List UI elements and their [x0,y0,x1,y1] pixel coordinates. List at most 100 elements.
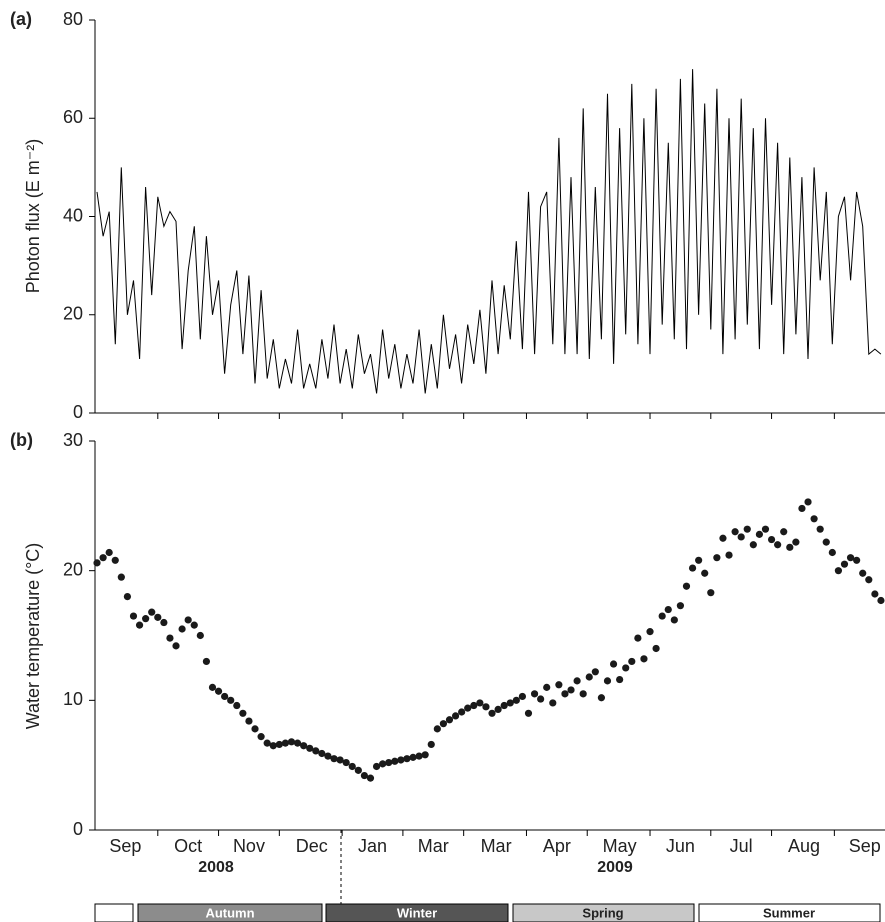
season-label: Autumn [205,905,254,920]
data-point [190,621,198,629]
data-point [470,701,478,710]
data-point [622,664,630,672]
x-tick-label: Mar [418,836,449,856]
y-tick-label: 80 [63,9,83,29]
data-point [227,696,235,704]
data-point [707,589,715,597]
data-point [816,525,824,533]
data-point [433,725,441,733]
data-point [427,740,435,749]
data-point [828,548,836,557]
data-point [330,755,338,763]
x-tick-label: Jan [358,836,387,856]
data-point [549,699,557,707]
data-point [494,705,502,714]
data-point [445,716,454,724]
data-point [239,709,247,717]
data-point [555,681,563,689]
data-point [348,762,356,771]
x-tick-label: Sep [849,836,881,856]
y-tick-label: 0 [73,819,83,839]
data-point [652,644,660,653]
data-point [293,739,302,747]
data-point [737,533,745,541]
season-label: Winter [397,905,437,920]
data-point [597,694,606,702]
data-point [518,692,527,701]
data-point [670,616,678,624]
data-point [573,677,581,685]
data-point [646,628,654,636]
y-tick-label: 40 [63,205,83,225]
data-point [397,756,405,764]
data-point [117,573,125,581]
data-point [482,703,490,711]
x-tick-label: May [603,836,637,856]
y-tick-label: 30 [63,430,83,450]
data-point [403,755,411,763]
x-tick-label: Mar [481,836,512,856]
data-point [148,608,156,616]
data-point [500,701,508,710]
x-tick-label: Sep [109,836,141,856]
season-box [698,903,881,922]
data-point [129,612,138,620]
data-point [628,657,636,666]
data-point [780,528,788,536]
data-point [269,742,277,750]
data-point [342,758,350,767]
data-point [865,576,873,584]
data-point [877,596,885,605]
data-point [840,560,849,568]
data-point [263,739,271,747]
data-point [184,616,192,624]
data-point [792,538,800,546]
year-label: 2008 [198,859,234,876]
season-box [512,903,695,922]
data-point [166,634,174,642]
data-point [172,642,180,650]
data-point [853,556,861,564]
data-point [530,690,539,698]
data-point [512,696,520,704]
data-point [421,751,429,759]
data-point [616,675,624,684]
data-point [713,554,721,562]
year-label: 2009 [597,859,633,876]
data-point [385,758,393,767]
data-point [774,541,782,549]
x-tick-label: Jul [730,836,753,856]
data-point [561,690,569,698]
season-box [94,903,134,922]
data-point [379,760,387,768]
data-point [257,733,265,741]
x-tick-label: Aug [788,836,820,856]
data-point [786,543,794,551]
season-label: Spring [582,905,623,920]
data-point [154,613,162,621]
data-point [609,660,618,668]
data-point [312,747,320,755]
y-axis-label: Water temperature (°C) [23,543,43,730]
data-point [451,712,460,720]
data-point [391,757,399,765]
data-point [221,692,229,701]
data-point [658,612,666,620]
data-point [354,766,362,774]
data-point [409,753,417,761]
y-tick-label: 20 [63,559,83,579]
data-point [524,709,533,717]
data-point [506,699,514,707]
data-point [682,582,691,590]
y-axis-label: Photon flux (E m⁻²) [23,139,43,294]
data-point [142,615,150,623]
data-point [275,740,283,749]
data-point [178,625,186,633]
data-point [846,554,855,562]
x-tick-label: Oct [174,836,202,856]
data-point [664,605,672,614]
y-tick-label: 10 [63,689,83,709]
x-tick-label: Dec [296,836,328,856]
data-point [579,690,587,698]
data-point [196,631,204,640]
